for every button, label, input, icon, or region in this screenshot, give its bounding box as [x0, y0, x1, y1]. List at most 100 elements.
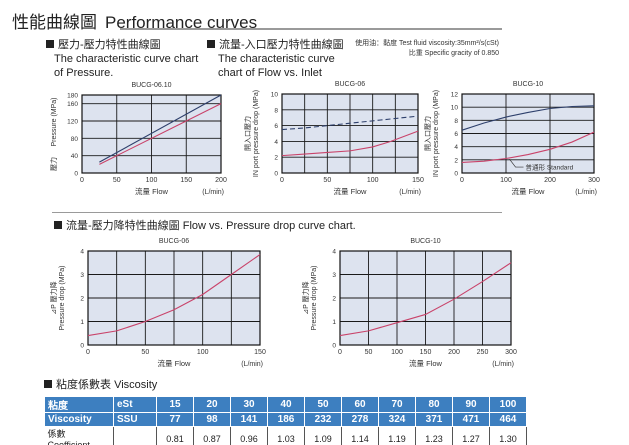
section-viscosity: 粘度係數表 Viscosity: [44, 378, 157, 392]
x-tick-label: 150: [254, 349, 266, 356]
chart-title: BUCG-06: [335, 81, 365, 88]
x-axis-label: 流量 Flow: [334, 186, 368, 196]
y-tick-label: 1: [332, 319, 336, 326]
plot-frame: [339, 250, 512, 346]
table-cell: 371: [415, 412, 453, 427]
x-axis-label: 流量 Flow: [512, 186, 546, 196]
y-tick-label: 2: [80, 296, 84, 303]
y-tick-label: 10: [451, 105, 459, 112]
section-en2: of Pressure.: [54, 67, 114, 79]
table-cell: 15: [156, 396, 194, 413]
table-cell: 50: [304, 396, 342, 413]
chart-2: BUCG-06 0 50 100 150 0 2 4 6 8 10 流量 Flow (L/min) 開入口…: [243, 81, 424, 196]
x-tick-label: 200: [215, 177, 227, 184]
table-cell: [113, 426, 157, 445]
y-tick-label: 0: [80, 343, 84, 350]
y-axis-label: Pressure drop (MPa): [59, 266, 66, 331]
bullet-square-icon: [44, 380, 52, 388]
section-en1: The characteristic curve: [218, 53, 335, 65]
y-tick-label: 6: [454, 131, 458, 138]
x-tick-label: 0: [338, 349, 342, 356]
table-cell: 186: [267, 412, 305, 427]
note-line1: 使用油：黏度 Test fluid viscosity:35mm²/s(cSt): [355, 40, 499, 47]
annotation-leader: [509, 158, 524, 168]
section-en2: chart of Flow vs. Inlet: [218, 67, 322, 79]
section-en: Viscosity: [114, 379, 158, 391]
table-cell: 1.03: [267, 426, 305, 445]
table-cell: 30: [230, 396, 268, 413]
series-line-upper: [461, 105, 595, 131]
table-cell: 70: [378, 396, 416, 413]
y-tick-label: 8: [274, 107, 278, 114]
bullet-square-icon: [207, 40, 215, 48]
note-line2: 比重 Specific gracity of 0.850: [408, 50, 499, 57]
y-tick-label: 0: [454, 171, 458, 178]
x-tick-label: 0: [86, 349, 90, 356]
x-axis-unit: (L/min): [399, 189, 421, 196]
y-tick-label: 180: [67, 93, 78, 100]
chart-title: BUCG-06: [159, 238, 189, 245]
y-tick-label: 80: [71, 136, 79, 143]
chart-title: BUCG-10: [513, 81, 543, 88]
x-axis-label: 流量 Flow: [409, 358, 443, 368]
chart-title: BUCG-10: [410, 238, 440, 245]
section-zh: 粘度係數表: [56, 379, 111, 391]
y-tick-label: 3: [332, 272, 336, 279]
table-cell: 係數 Coefficient: [44, 426, 114, 445]
plot-frame: [87, 250, 261, 346]
y-tick-label: 40: [71, 153, 79, 160]
table-cell: 1.30: [489, 426, 527, 445]
section-en1: The characteristic curve chart: [54, 53, 199, 65]
section-inlet: 流量-入口壓力特性曲線圖 The characteristic curve ch…: [207, 38, 344, 80]
series-line-drop: [87, 254, 261, 337]
x-tick-label: 100: [391, 349, 403, 356]
table-cell: 90: [452, 396, 490, 413]
plot-frame: [81, 94, 222, 174]
series-line-lower: [99, 103, 222, 165]
x-tick-label: 100: [197, 349, 209, 356]
x-tick-label: 50: [365, 349, 373, 356]
chart-title: BUCG-06.10: [131, 82, 171, 89]
table-cell: 464: [489, 412, 527, 427]
table-cell: 232: [304, 412, 342, 427]
y-tick-label: 0: [74, 171, 78, 178]
y-axis-label-zh: 開入口壓力: [243, 116, 252, 151]
y-axis-label-zh: 壓力: [49, 157, 58, 171]
y-tick-label: 1: [80, 319, 84, 326]
plot-frame: [461, 93, 595, 174]
y-tick-label: 0: [274, 171, 278, 178]
y-axis-label: IN port pressure drop (MPa): [433, 90, 440, 177]
x-tick-label: 50: [141, 349, 149, 356]
table-cell: 80: [415, 396, 453, 413]
x-tick-label: 300: [505, 349, 517, 356]
table-cell: 141: [230, 412, 268, 427]
x-axis-label: 流量 Flow: [158, 358, 192, 368]
title-en: Performance curves: [105, 13, 258, 32]
section-zh: 流量-壓力降特性曲線圖: [66, 220, 180, 232]
table-cell: 1.23: [415, 426, 453, 445]
table-cell: 324: [378, 412, 416, 427]
y-tick-label: 0: [332, 343, 336, 350]
series-line-standard: [461, 131, 595, 164]
bullet-square-icon: [54, 221, 62, 229]
y-tick-label: 12: [451, 92, 459, 99]
plot-frame: [281, 93, 419, 174]
series-line-dashed: [281, 115, 419, 131]
bullet-square-icon: [46, 40, 54, 48]
y-axis-label-zh: 開入口壓力: [423, 116, 432, 151]
x-tick-label: 100: [367, 177, 379, 184]
x-tick-label: 150: [420, 349, 432, 356]
series-line-upper: [99, 94, 222, 163]
chart-5: BUCG-10 0 50 100 150 200 250 300 0 1 2 3 4 流量 Flow (L/…: [301, 238, 517, 368]
table-cell: 0.96: [230, 426, 268, 445]
section-zh: 壓力-壓力特性曲線圖: [58, 39, 161, 51]
table-cell: 77: [156, 412, 194, 427]
table-cell: 20: [193, 396, 231, 413]
y-tick-label: 4: [454, 144, 458, 151]
y-tick-label: 4: [80, 249, 84, 256]
chart-3: BUCG-10 0 100 200 300 0 2 4 6 8 10 12 流量 Flow (L/min)…: [423, 81, 600, 196]
x-tick-label: 200: [448, 349, 460, 356]
x-tick-label: 150: [412, 177, 424, 184]
y-tick-label: 2: [454, 157, 458, 164]
table-row: 係數 Coefficient 0.81 0.87 0.96 1.03 1.09 1.14 1.…: [44, 426, 527, 445]
